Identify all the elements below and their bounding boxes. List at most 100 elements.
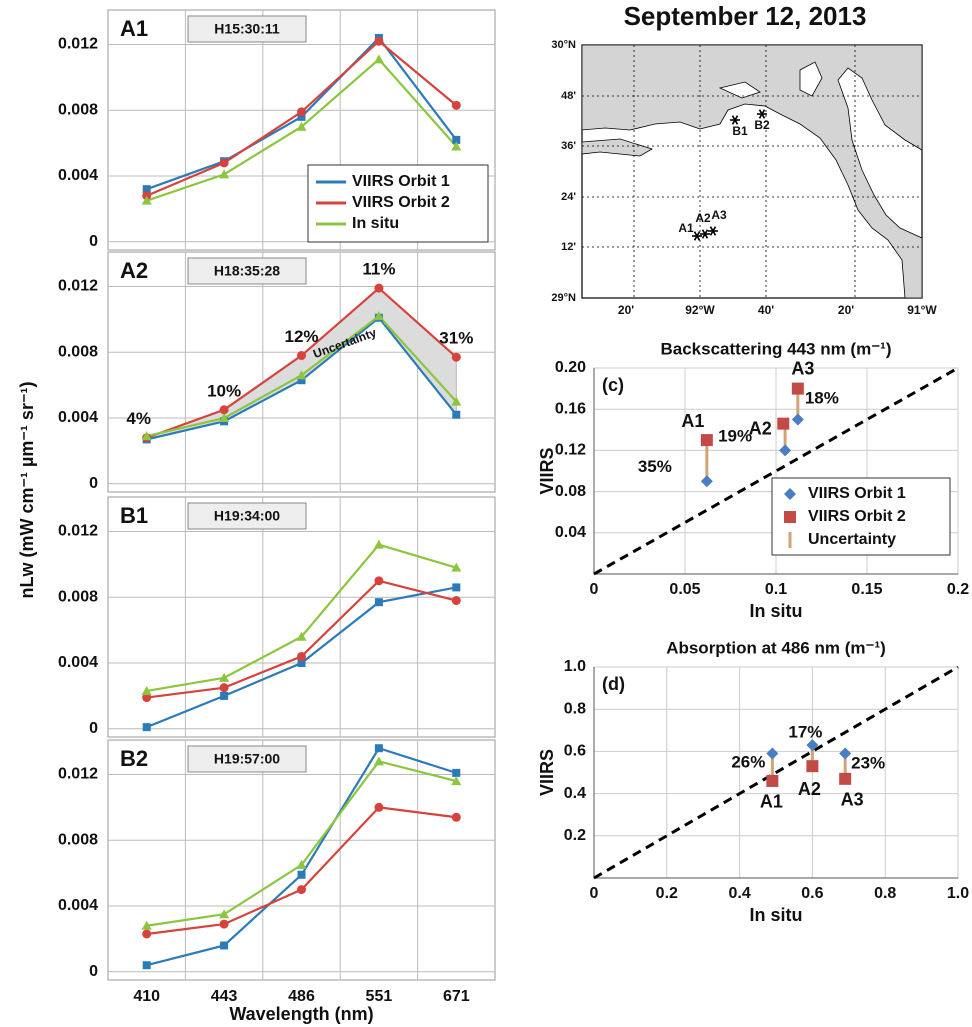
x-tick-label: 486 bbox=[288, 988, 315, 1005]
marker bbox=[451, 352, 461, 362]
x-tick-label: 443 bbox=[211, 988, 238, 1005]
y-tick-label: 0 bbox=[89, 963, 98, 980]
marker bbox=[779, 444, 792, 457]
x-tick-label: 0.1 bbox=[765, 581, 787, 598]
chart-title: Backscattering 443 nm (m⁻¹) bbox=[661, 339, 892, 358]
marker bbox=[141, 431, 152, 441]
marker bbox=[374, 576, 384, 586]
marker bbox=[451, 562, 462, 572]
station-label: A1 bbox=[678, 221, 694, 235]
panel-label: (c) bbox=[602, 375, 624, 395]
marker bbox=[141, 195, 152, 205]
station-marker bbox=[758, 109, 766, 119]
marker bbox=[219, 919, 229, 929]
x-axis-label: Wavelength (nm) bbox=[229, 1004, 373, 1024]
uncertainty-label: 10% bbox=[207, 381, 241, 400]
marker bbox=[839, 747, 852, 760]
marker bbox=[219, 413, 230, 423]
time-box bbox=[187, 745, 307, 773]
marker bbox=[373, 756, 384, 766]
uncertainty-label: 31% bbox=[439, 329, 473, 348]
y-tick-label: 0.012 bbox=[58, 523, 98, 540]
legend-label: VIIRS Orbit 1 bbox=[352, 173, 450, 190]
marker bbox=[451, 396, 462, 406]
marker bbox=[766, 747, 779, 760]
marker bbox=[373, 54, 384, 64]
marker bbox=[297, 885, 306, 895]
marker bbox=[296, 859, 307, 869]
marker bbox=[297, 112, 306, 121]
marker bbox=[700, 475, 713, 488]
y-tick-label: 0.008 bbox=[58, 101, 98, 118]
marker bbox=[374, 36, 384, 46]
x-axis-label: In situ bbox=[750, 905, 803, 925]
marker bbox=[373, 539, 384, 549]
map bbox=[581, 44, 923, 299]
map-title: September 12, 2013 bbox=[624, 1, 867, 31]
x-tick-label: 0.6 bbox=[801, 885, 823, 902]
y-tick-label: 0.20 bbox=[555, 359, 586, 376]
lake bbox=[799, 61, 823, 97]
uncertainty-label: 17% bbox=[788, 723, 822, 742]
legend-label: Uncertainty bbox=[808, 531, 896, 548]
x-tick-label: 410 bbox=[133, 988, 160, 1005]
x-tick-label: 0 bbox=[590, 581, 599, 598]
y-tick-label: 0.12 bbox=[555, 442, 586, 459]
panel-title: A2 bbox=[120, 258, 148, 283]
y-tick-label: 0.008 bbox=[58, 343, 98, 360]
y-tick-label: 0.4 bbox=[564, 785, 586, 802]
y-tick-label: 0.012 bbox=[58, 278, 98, 295]
legend-label: VIIRS Orbit 1 bbox=[808, 485, 906, 502]
y-tick-label: 0.8 bbox=[564, 700, 586, 717]
marker bbox=[297, 351, 306, 361]
marker bbox=[219, 683, 229, 693]
y-tick-label: 0 bbox=[89, 233, 98, 250]
marker bbox=[452, 768, 461, 777]
y-tick-label: 0.08 bbox=[555, 483, 586, 500]
panel-title: B1 bbox=[120, 503, 148, 528]
uncertainty-label: 11% bbox=[362, 260, 395, 279]
marker bbox=[296, 121, 307, 131]
y-tick-label: 0 bbox=[89, 720, 98, 737]
y-tick-label: 0.004 bbox=[58, 167, 98, 184]
panel-subtitle: H19:57:00 bbox=[214, 751, 280, 767]
panel-subtitle: H19:34:00 bbox=[214, 508, 280, 524]
marker bbox=[142, 929, 152, 939]
lon-label: 20' bbox=[618, 303, 634, 317]
y-tick-label: 0.008 bbox=[58, 831, 98, 848]
uncertainty-label: 12% bbox=[284, 327, 318, 346]
uncertainty-label: 35% bbox=[638, 457, 672, 476]
lon-label: 20' bbox=[838, 303, 854, 317]
point-label: A3 bbox=[841, 790, 864, 810]
station-label: A3 bbox=[711, 208, 727, 222]
y-tick-label: 0.16 bbox=[555, 400, 586, 417]
marker bbox=[296, 631, 307, 641]
marker bbox=[451, 100, 461, 110]
marker bbox=[451, 776, 462, 786]
station-marker bbox=[731, 115, 739, 125]
panel-subtitle: H18:35:28 bbox=[214, 263, 280, 279]
island bbox=[581, 138, 653, 157]
x-tick-label: 0 bbox=[590, 885, 599, 902]
station-label: B2 bbox=[754, 118, 770, 132]
marker bbox=[219, 672, 230, 682]
panel-label: (d) bbox=[602, 674, 625, 694]
lat-label: 29°N bbox=[551, 292, 576, 304]
point-label: A2 bbox=[798, 779, 821, 799]
y-tick-label: 0.004 bbox=[58, 654, 98, 671]
marker bbox=[297, 659, 306, 668]
marker bbox=[374, 598, 383, 607]
plot-frame bbox=[107, 496, 496, 738]
marker bbox=[452, 410, 461, 419]
lake bbox=[718, 81, 761, 99]
y-tick-label: 0.012 bbox=[58, 766, 98, 783]
time-box bbox=[187, 502, 307, 530]
lat-label: 30°N bbox=[551, 39, 576, 51]
marker bbox=[297, 651, 306, 661]
y-tick-label: 1.0 bbox=[564, 658, 586, 675]
marker bbox=[220, 691, 229, 700]
lat-label: 36' bbox=[561, 140, 576, 152]
station-marker bbox=[693, 231, 701, 241]
marker bbox=[142, 693, 152, 703]
